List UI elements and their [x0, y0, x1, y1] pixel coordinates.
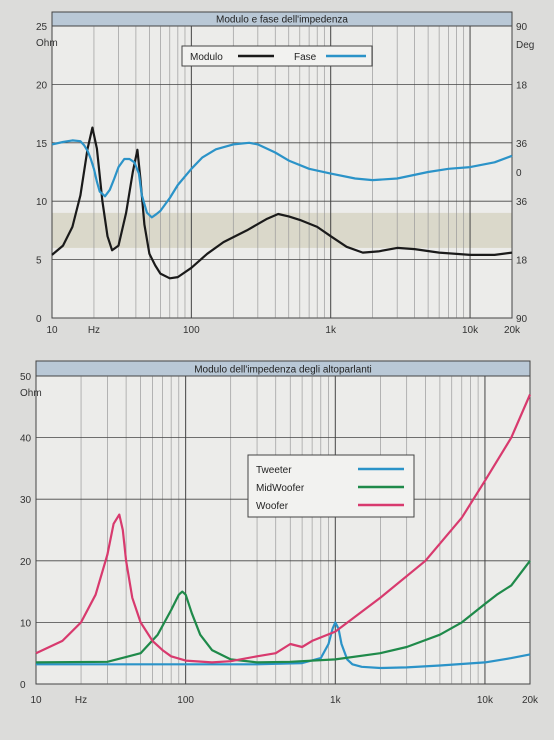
- impedance-band: [52, 212, 512, 248]
- y-tick-label: 10: [36, 197, 48, 208]
- y2-tick-label: 36: [516, 139, 528, 150]
- chart-1: Modulo e fase dell'impedenza 0 5 10 15 20 25 Oh…: [36, 11, 534, 336]
- x-tick-label: 100: [183, 325, 200, 336]
- x-tick-label: 10: [30, 695, 42, 706]
- y-tick-label: 0: [20, 680, 26, 691]
- legend-label: Woofer: [256, 501, 289, 512]
- y2-tick-label: 18: [516, 256, 528, 267]
- series-line-midwoofer: [35, 560, 531, 664]
- y2-tick-label: 18: [516, 80, 528, 91]
- x-tick-label: 20k: [504, 325, 521, 336]
- y-tick-label: 5: [36, 256, 42, 267]
- x-tick-label: 20k: [522, 695, 539, 706]
- x-tick-label: 10k: [462, 325, 479, 336]
- y2-tick-label: 90: [516, 314, 528, 325]
- x-tick-label: Hz: [88, 325, 100, 336]
- y2-tick-label: 90: [516, 22, 528, 33]
- plot-area: [51, 25, 513, 319]
- series-line-tweeter: [36, 621, 531, 670]
- series-line-fase: [51, 139, 513, 219]
- series-line-woofer: [35, 394, 532, 664]
- chart-2: Modulo dell'impedenza degli altoparlanti…: [20, 360, 539, 706]
- y-tick-label: 25: [36, 22, 48, 33]
- y-tick-label: 20: [20, 557, 32, 568]
- x-tick-label: 1k: [325, 325, 337, 336]
- plot-area: [35, 375, 531, 685]
- legend-label: MidWoofer: [256, 483, 305, 494]
- y-tick-label: 0: [36, 314, 42, 325]
- y-tick-label: 50: [20, 372, 32, 383]
- legend: Modulo Fase: [181, 45, 373, 67]
- y-axis-unit: Ohm: [36, 38, 58, 49]
- y-axis-unit: Ohm: [20, 388, 42, 399]
- x-tick-label: 100: [177, 695, 194, 706]
- y-tick-label: 30: [20, 495, 32, 506]
- y2-tick-label: 36: [516, 197, 528, 208]
- chart-title: Modulo e fase dell'impedenza: [216, 15, 348, 26]
- x-tick-label: 1k: [330, 695, 342, 706]
- y-tick-label: 15: [36, 139, 48, 150]
- y-tick-label: 10: [20, 618, 32, 629]
- y2-axis-unit: Deg: [516, 40, 534, 51]
- series-line-modulo: [51, 126, 513, 280]
- y2-tick-label: 0: [516, 168, 522, 179]
- legend-label: Fase: [294, 52, 317, 63]
- legend-label: Modulo: [190, 52, 223, 63]
- x-tick-label: 10k: [477, 695, 494, 706]
- legend: Tweeter MidWoofer Woofer: [247, 454, 415, 518]
- chart-title: Modulo dell'impedenza degli altoparlanti: [194, 365, 372, 376]
- legend-box: [181, 45, 373, 67]
- x-tick-label: 10: [46, 325, 58, 336]
- y-tick-label: 40: [20, 434, 32, 445]
- x-tick-label: Hz: [75, 695, 87, 706]
- y-tick-label: 20: [36, 80, 48, 91]
- legend-label: Tweeter: [256, 465, 292, 476]
